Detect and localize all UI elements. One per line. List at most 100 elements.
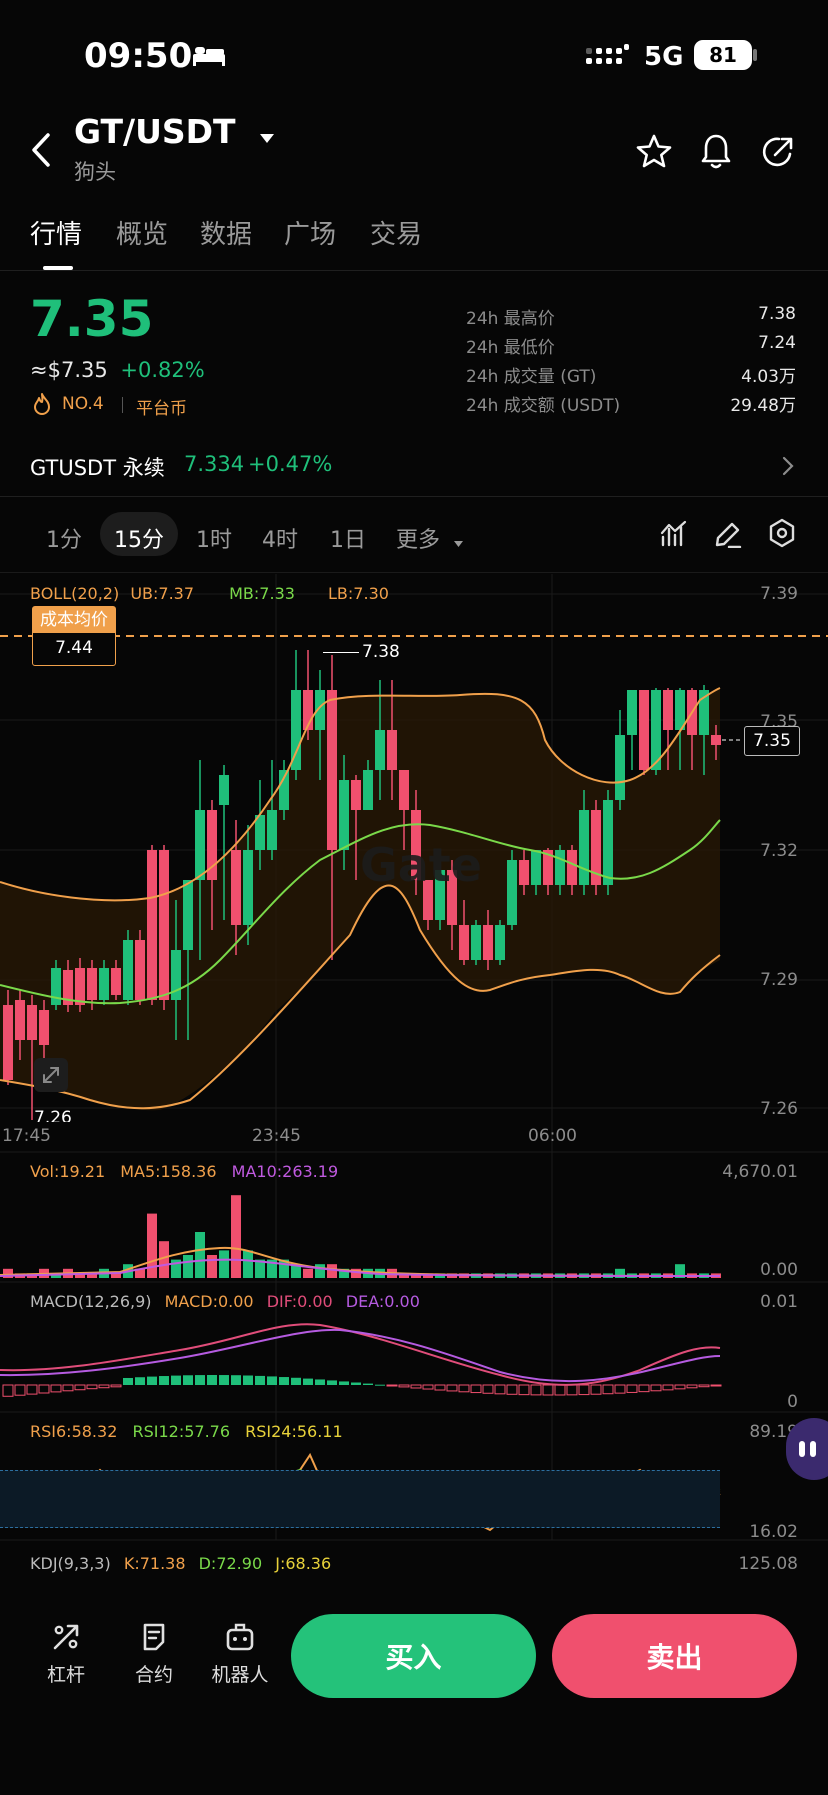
candle-body xyxy=(327,690,337,850)
candle-body xyxy=(459,925,469,960)
status-time: 09:50 xyxy=(84,36,193,76)
macd-bar xyxy=(518,1384,530,1396)
caret-down-icon[interactable] xyxy=(259,114,275,153)
robot-icon xyxy=(226,1623,254,1651)
rsi6: RSI6:58.32 xyxy=(30,1422,118,1441)
candle-body xyxy=(363,770,373,810)
badge-divider xyxy=(122,397,123,413)
candle-body xyxy=(615,735,625,800)
candlestick-chart[interactable] xyxy=(0,574,828,1584)
perpetual-row[interactable]: GTUSDT 永续 7.334 +0.47% xyxy=(0,440,828,494)
current-price-tag: 7.35 xyxy=(744,726,800,756)
bell-icon[interactable] xyxy=(700,132,732,174)
back-icon[interactable] xyxy=(30,132,52,172)
network-label: 5G xyxy=(644,42,684,72)
boll-mid-line xyxy=(0,819,721,1005)
pair-title[interactable]: GT/USDT xyxy=(74,112,275,153)
timeframe-1m[interactable]: 1分 xyxy=(46,528,82,553)
cost-price-box[interactable]: 成本均价 7.44 xyxy=(32,606,116,666)
volume-bar xyxy=(87,1273,97,1278)
boll-mb: MB:7.33 xyxy=(229,584,295,603)
candle-body xyxy=(207,810,217,880)
usd-price-value: ≈$7.35 xyxy=(30,358,108,382)
rsi-band xyxy=(0,1470,720,1528)
volume-bar xyxy=(315,1264,325,1278)
draw-pen-icon[interactable] xyxy=(714,520,742,552)
macd-bar xyxy=(650,1384,662,1392)
macd-bar xyxy=(494,1384,506,1395)
candle-body xyxy=(3,1005,13,1080)
boll-upper-line xyxy=(0,687,721,902)
timeframe-15m[interactable]: 15分 xyxy=(114,528,164,553)
divider xyxy=(0,572,828,573)
candle-body xyxy=(507,860,517,925)
candles xyxy=(3,650,721,1120)
star-icon[interactable] xyxy=(636,134,672,172)
sell-button[interactable]: 卖出 xyxy=(552,1614,797,1698)
leverage-button[interactable]: 杠杆 xyxy=(40,1622,92,1687)
rsi24: RSI24:56.11 xyxy=(245,1422,343,1441)
boll-ub: UB:7.37 xyxy=(130,584,195,603)
candle-body xyxy=(195,810,205,880)
candle-body xyxy=(495,925,505,960)
rsi-bottom: 16.02 xyxy=(749,1522,798,1542)
perpetual-price: 7.334 xyxy=(184,452,245,476)
macd-bar xyxy=(686,1384,698,1389)
macd-bar xyxy=(135,1377,145,1385)
macd-bar xyxy=(602,1384,614,1395)
vol-ma10-line xyxy=(0,1258,721,1277)
floating-assistant-icon[interactable] xyxy=(786,1418,828,1480)
contract-button[interactable]: 合约 xyxy=(128,1622,180,1687)
macd-bar xyxy=(291,1377,301,1385)
macd-bar xyxy=(674,1384,686,1390)
macd-bar xyxy=(26,1384,38,1395)
timeframe-more[interactable]: 更多 xyxy=(396,522,464,554)
candle-body xyxy=(579,810,589,885)
timeframe-4h[interactable]: 4时 xyxy=(262,528,298,553)
stat-value-low: 7.24 xyxy=(758,333,796,353)
volume-bar xyxy=(615,1268,625,1278)
vol-bottom: 0.00 xyxy=(760,1260,798,1280)
macd-bar xyxy=(662,1384,674,1391)
macd-bar xyxy=(339,1381,349,1385)
expand-chart-icon[interactable] xyxy=(34,1058,68,1092)
tab-trade[interactable]: 交易 xyxy=(370,220,423,250)
perpetual-change: +0.47% xyxy=(248,452,333,476)
kdj-top: 125.08 xyxy=(738,1554,798,1574)
leverage-label: 杠杆 xyxy=(46,1664,85,1686)
candle-body xyxy=(603,800,613,885)
volume-bar xyxy=(171,1259,181,1278)
macd-bar xyxy=(219,1375,229,1385)
settings-hex-icon[interactable] xyxy=(768,518,796,552)
timeframe-1h[interactable]: 1时 xyxy=(196,528,232,553)
candle-body xyxy=(339,780,349,850)
kdj-d: D:72.90 xyxy=(198,1554,263,1573)
macd-bar xyxy=(279,1377,289,1385)
macd-bar xyxy=(123,1377,133,1385)
tab-data[interactable]: 数据 xyxy=(200,220,253,250)
tab-square[interactable]: 广场 xyxy=(284,220,337,250)
robot-button[interactable]: 机器人 xyxy=(208,1622,272,1687)
candle-body xyxy=(15,1000,25,1040)
candle-body xyxy=(267,810,277,850)
buy-button[interactable]: 买入 xyxy=(291,1614,536,1698)
divider xyxy=(0,270,828,271)
share-icon[interactable] xyxy=(760,134,796,174)
indicator-icon[interactable] xyxy=(660,520,688,552)
candle-body xyxy=(711,735,721,745)
volume-bar xyxy=(51,1273,61,1278)
candle-body xyxy=(591,810,601,885)
candle-body xyxy=(51,968,61,1005)
macd-bar xyxy=(327,1380,337,1385)
timeframe-15m-pill[interactable] xyxy=(100,512,178,556)
vol-legend: Vol:19.21 MA5:158.36 MA10:263.19 xyxy=(30,1162,338,1181)
timeframe-1d[interactable]: 1日 xyxy=(330,528,366,553)
candle-body xyxy=(447,870,457,925)
macd-bar xyxy=(243,1375,253,1385)
macd-bottom: 0 xyxy=(787,1392,798,1412)
tab-market[interactable]: 行情 xyxy=(30,220,83,250)
macd-bar xyxy=(482,1384,494,1394)
tab-overview[interactable]: 概览 xyxy=(116,220,169,250)
category-tag[interactable]: 平台币 xyxy=(136,399,187,419)
macd-bar xyxy=(303,1378,313,1385)
